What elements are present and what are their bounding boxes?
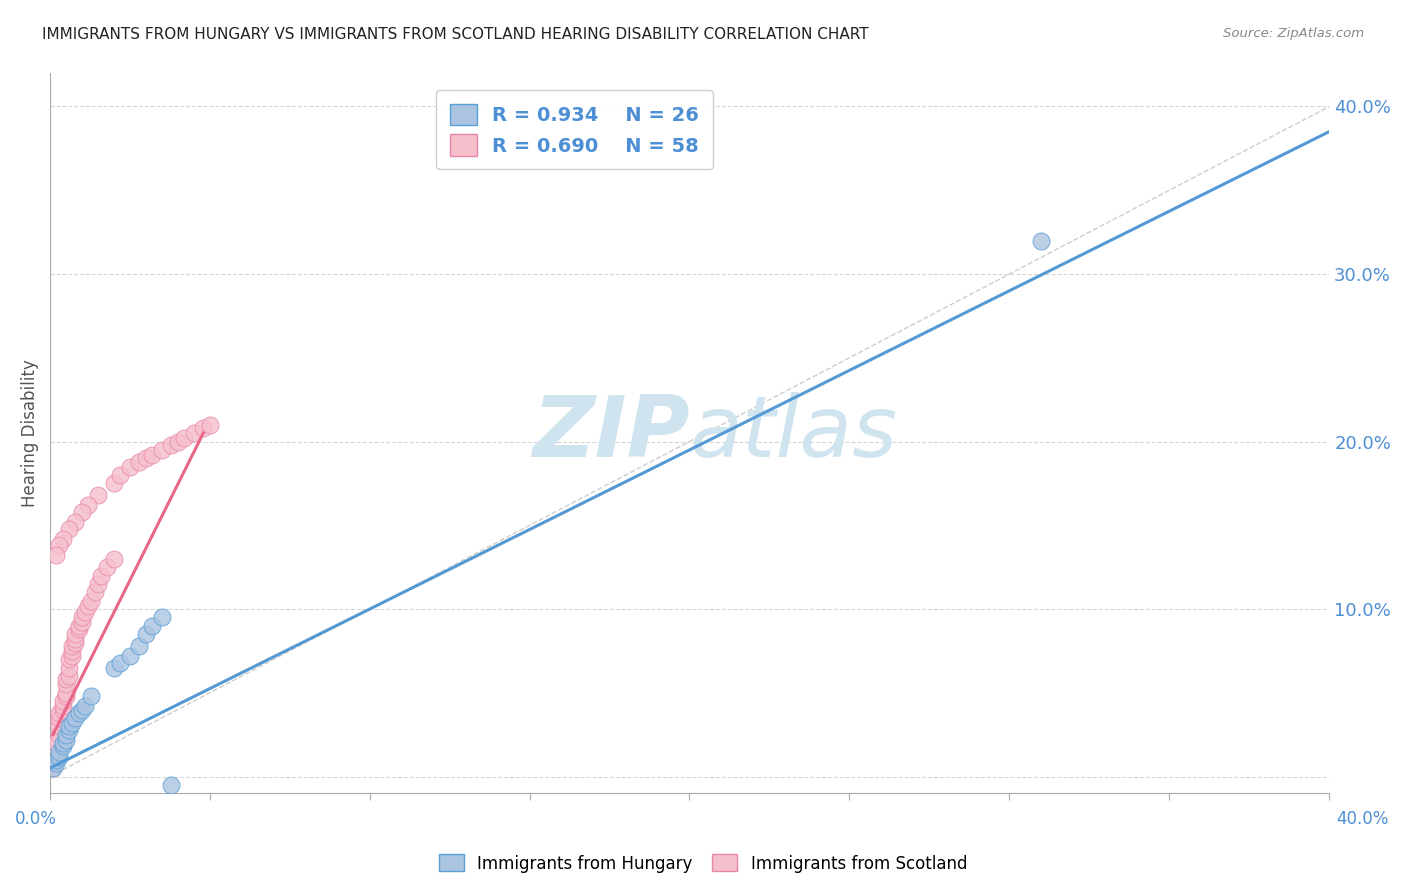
Point <box>48 706 70 720</box>
Point <box>58 669 80 683</box>
Point <box>135 451 157 466</box>
Point <box>198 417 221 432</box>
Point <box>42 756 65 771</box>
Point <box>118 648 141 663</box>
Text: ZIP: ZIP <box>531 392 689 475</box>
Point <box>96 560 118 574</box>
Point <box>60 716 83 731</box>
Point <box>73 606 96 620</box>
Point <box>45 736 67 750</box>
Point <box>166 434 188 449</box>
Point <box>193 421 215 435</box>
Point <box>70 610 93 624</box>
Point <box>103 661 125 675</box>
Point <box>51 736 73 750</box>
Point <box>103 551 125 566</box>
Point <box>48 538 70 552</box>
Legend: Immigrants from Hungary, Immigrants from Scotland: Immigrants from Hungary, Immigrants from… <box>432 847 974 880</box>
Point <box>51 739 73 754</box>
Point <box>51 532 73 546</box>
Point <box>108 656 131 670</box>
Point <box>73 699 96 714</box>
Point <box>80 593 103 607</box>
Point <box>45 549 67 563</box>
Text: 40.0%: 40.0% <box>1336 810 1389 828</box>
Text: atlas: atlas <box>689 392 897 475</box>
Point <box>183 426 205 441</box>
Point <box>51 703 73 717</box>
Point <box>1031 234 1053 248</box>
Point <box>173 431 195 445</box>
Point <box>48 749 70 764</box>
Point <box>150 610 173 624</box>
Point <box>51 699 73 714</box>
Text: Source: ZipAtlas.com: Source: ZipAtlas.com <box>1223 27 1364 40</box>
Point <box>118 459 141 474</box>
Point <box>70 703 93 717</box>
Point <box>45 753 67 767</box>
Point <box>48 711 70 725</box>
Point <box>65 635 87 649</box>
Point <box>48 744 70 758</box>
Point <box>80 690 103 704</box>
Point <box>67 622 90 636</box>
Point <box>86 577 108 591</box>
Point <box>160 438 183 452</box>
Point <box>55 728 77 742</box>
Point <box>42 761 65 775</box>
Point <box>55 677 77 691</box>
Point <box>45 744 67 758</box>
Y-axis label: Hearing Disability: Hearing Disability <box>21 359 38 507</box>
Point <box>45 756 67 771</box>
Point <box>103 476 125 491</box>
Point <box>58 522 80 536</box>
Point <box>60 639 83 653</box>
Legend: R = 0.934    N = 26, R = 0.690    N = 58: R = 0.934 N = 26, R = 0.690 N = 58 <box>436 90 713 169</box>
Point <box>65 711 87 725</box>
Point <box>150 442 173 457</box>
Point <box>65 632 87 647</box>
Point <box>60 644 83 658</box>
Point <box>77 498 100 512</box>
Point <box>51 694 73 708</box>
Point <box>55 732 77 747</box>
Point <box>128 455 150 469</box>
Text: 0.0%: 0.0% <box>15 810 56 828</box>
Point <box>77 599 100 613</box>
Point <box>70 505 93 519</box>
Point <box>48 719 70 733</box>
Point <box>90 568 112 582</box>
Point <box>160 778 183 792</box>
Point <box>45 753 67 767</box>
Point <box>60 648 83 663</box>
Point <box>58 719 80 733</box>
Point <box>141 619 163 633</box>
Point <box>58 661 80 675</box>
Point <box>58 652 80 666</box>
Point <box>141 448 163 462</box>
Point <box>67 706 90 720</box>
Point <box>86 488 108 502</box>
Point <box>55 690 77 704</box>
Point <box>48 728 70 742</box>
Point <box>67 619 90 633</box>
Point <box>58 723 80 737</box>
Text: IMMIGRANTS FROM HUNGARY VS IMMIGRANTS FROM SCOTLAND HEARING DISABILITY CORRELATI: IMMIGRANTS FROM HUNGARY VS IMMIGRANTS FR… <box>42 27 869 42</box>
Point <box>128 639 150 653</box>
Point <box>65 515 87 529</box>
Point <box>70 615 93 630</box>
Point <box>83 585 105 599</box>
Point <box>135 627 157 641</box>
Point <box>42 761 65 775</box>
Point <box>55 686 77 700</box>
Point <box>108 468 131 483</box>
Point <box>55 673 77 687</box>
Point <box>65 627 87 641</box>
